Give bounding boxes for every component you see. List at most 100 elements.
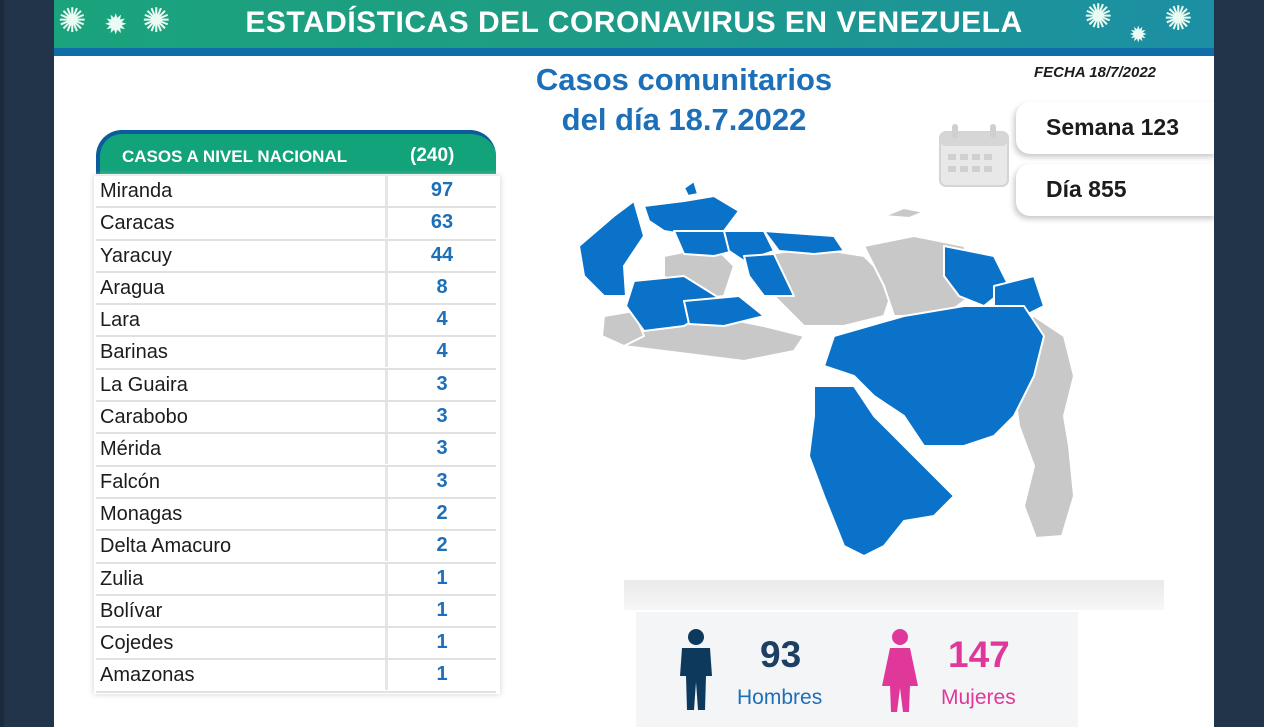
state-cases: 2	[436, 534, 448, 557]
map-region-island	[883, 207, 925, 219]
value-cell: 2	[385, 531, 493, 562]
value-cell: 1	[385, 595, 493, 626]
state-name: Lara	[100, 309, 141, 332]
table-row: Carabobo 3	[96, 402, 496, 435]
value-cell: 8	[385, 272, 493, 303]
value-cell: 1	[385, 563, 493, 594]
value-cell: 3	[385, 369, 493, 400]
men-count: 93	[760, 634, 802, 675]
state-cases: 8	[436, 275, 448, 298]
table-row: Barinas 4	[96, 337, 496, 370]
state-cases: 1	[436, 598, 448, 621]
state-name: Mérida	[100, 438, 162, 461]
state-cases: 4	[436, 340, 448, 363]
value-cell: 1	[385, 660, 493, 691]
page-title: ESTADÍSTICAS DEL CORONAVIRUS EN VENEZUEL…	[245, 6, 1023, 39]
state-cases: 2	[436, 501, 448, 524]
state-name: Miranda	[100, 180, 173, 202]
table-row: Delta Amacuro 2	[96, 531, 496, 564]
state-name: Barinas	[100, 341, 168, 364]
state-name: Caracas	[100, 212, 175, 235]
left-edge	[0, 0, 4, 727]
women-label: Mujeres	[941, 686, 1016, 709]
map-region-miranda	[763, 230, 845, 255]
table-row: Monagas 2	[96, 498, 496, 532]
value-cell: 44	[385, 240, 493, 271]
header-stripe	[54, 48, 1214, 56]
state-name: Amazonas	[100, 664, 195, 687]
table-row: Mérida 3	[96, 434, 496, 467]
map-region-aragua	[743, 253, 795, 297]
map-region-bolivar	[823, 305, 1045, 447]
table-row: Zulia 1	[96, 563, 496, 596]
date-label: FECHA 18/7/2022	[1034, 64, 1157, 81]
state-name: Aragua	[100, 276, 165, 299]
value-cell: 3	[385, 466, 493, 497]
map-region-barinas	[625, 275, 725, 332]
state-cases: 1	[436, 566, 448, 589]
week-label: Semana 123	[1046, 114, 1179, 140]
table-row: Falcón 3	[96, 466, 496, 499]
table-header: CASOS A NIVEL NACIONAL (240)	[96, 130, 496, 174]
state-name: Carabobo	[100, 406, 188, 429]
woman-icon	[882, 629, 918, 712]
table-row: Bolívar 1	[96, 595, 496, 629]
table-row: Lara 4	[96, 305, 496, 338]
table-row: Aragua 8	[96, 272, 496, 306]
calendar-icon	[939, 124, 1009, 187]
state-name: Cojedes	[100, 632, 174, 655]
venezuela-map	[578, 180, 1075, 557]
state-cases: 3	[436, 405, 448, 428]
state-name: Falcón	[100, 470, 161, 493]
value-cell: 63	[385, 208, 493, 239]
state-name: La Guaira	[100, 373, 188, 396]
week-box: Semana 123	[1016, 102, 1214, 154]
table-row: Cojedes 1	[96, 628, 496, 661]
man-icon	[680, 629, 712, 710]
table-row: Amazonas 1	[96, 660, 496, 693]
state-cases: 1	[436, 631, 448, 654]
gender-panel: 93 Hombres 147 Mujeres	[636, 612, 1078, 727]
table-row: La Guaira 3	[96, 369, 496, 403]
state-name: Bolívar	[100, 599, 163, 622]
value-cell: 3	[385, 434, 493, 465]
subtitle: Casos comunitarios del día 18.7.2022	[484, 60, 884, 140]
value-cell: 4	[385, 305, 493, 336]
table-row: Miranda 97	[96, 176, 496, 209]
table-total: (240)	[410, 145, 455, 166]
state-cases: 97	[430, 179, 454, 201]
virus-icon: ✺	[1084, 0, 1113, 36]
map-region-zulia	[578, 200, 645, 297]
women-count: 147	[948, 634, 1010, 675]
value-cell: 97	[385, 176, 493, 206]
virus-icon: ✹	[104, 9, 128, 40]
infographic-card: ✺ ✹ ✺ ✺ ✹ ✺ ESTADÍSTICAS DEL CORONAVIRUS…	[54, 0, 1214, 727]
map-region-cojedes	[683, 295, 765, 327]
state-cases: 3	[436, 469, 448, 492]
men-label: Hombres	[737, 686, 823, 709]
table-row: Caracas 63	[96, 208, 496, 241]
day-box: Día 855	[1016, 164, 1214, 216]
virus-icon: ✺	[1164, 0, 1193, 38]
state-name: Delta Amacuro	[100, 535, 232, 558]
state-cases: 3	[436, 372, 448, 395]
value-cell: 1	[385, 628, 493, 659]
day-label: Día 855	[1046, 176, 1127, 202]
table-row: Yaracuy 44	[96, 240, 496, 273]
header-banner	[54, 0, 1214, 48]
subtitle-line-1: Casos comunitarios	[535, 62, 833, 97]
state-cases: 4	[436, 308, 448, 331]
map-region-falcon-peninsula	[683, 180, 699, 197]
map-region-amazonas	[808, 385, 955, 557]
value-cell: 2	[385, 498, 493, 529]
gender-panel-backdrop	[624, 580, 1164, 610]
virus-icon: ✹	[1129, 22, 1148, 47]
state-name: Monagas	[100, 502, 183, 525]
state-cases: 3	[436, 437, 448, 460]
state-cases: 63	[430, 211, 454, 234]
state-name: Yaracuy	[100, 244, 172, 267]
map-region-yaracuy	[673, 230, 735, 257]
virus-icon: ✺	[142, 2, 171, 40]
state-name: Zulia	[100, 567, 144, 590]
